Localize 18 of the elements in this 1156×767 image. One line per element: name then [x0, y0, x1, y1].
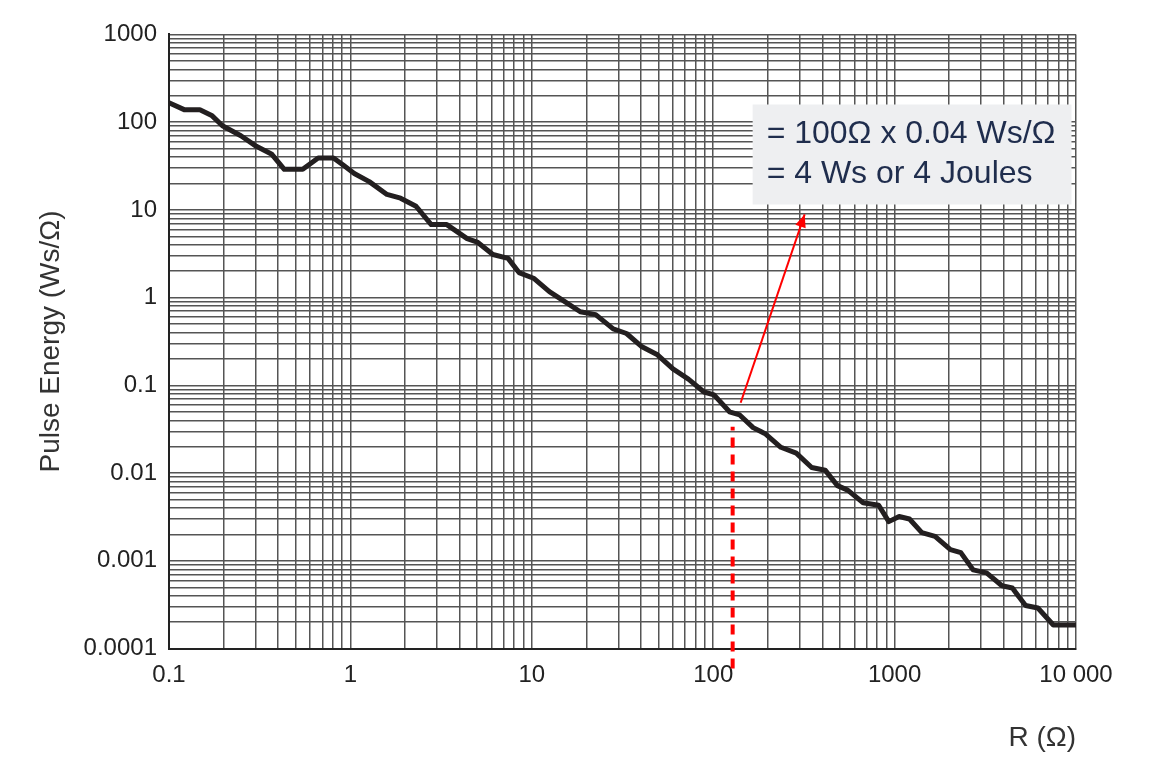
x-tick-label: 100 [693, 659, 734, 687]
x-tick-label: 10 [518, 659, 546, 687]
y-tick-label: 0.0001 [83, 633, 158, 661]
x-axis-title: R (Ω) [1008, 720, 1076, 752]
annotation: = 100Ω x 0.04 Ws/Ω [766, 114, 1056, 151]
y-tick-label: 10 [130, 194, 158, 222]
y-axis-title: Pulse Energy (Ws/Ω) [33, 210, 65, 473]
y-tick-label: 1 [143, 282, 158, 310]
y-tick-label: 0.001 [96, 545, 158, 573]
x-tick-label: 1 [343, 659, 358, 687]
annotation: = 4 Ws or 4 Joules [766, 154, 1033, 191]
x-tick-label: 1000 [867, 659, 922, 687]
y-tick-label: 100 [116, 106, 158, 134]
x-tick-label: 10 000 [1039, 659, 1113, 687]
y-tick-label: 1000 [103, 19, 158, 47]
y-tick-label: 0.01 [110, 457, 158, 485]
x-tick-label: 0.1 [152, 659, 186, 687]
y-tick-label: 0.1 [123, 370, 158, 397]
